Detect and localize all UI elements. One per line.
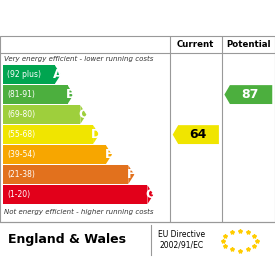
Bar [3,85,68,104]
Text: Very energy efficient - lower running costs: Very energy efficient - lower running co… [4,56,153,62]
Text: G: G [145,188,155,201]
Polygon shape [55,65,61,84]
Polygon shape [93,125,99,144]
Text: (1-20): (1-20) [7,190,31,199]
Text: (21-38): (21-38) [7,170,35,179]
Text: E: E [104,148,113,161]
Polygon shape [128,165,134,184]
Polygon shape [106,145,112,164]
Text: Energy Efficiency Rating: Energy Efficiency Rating [42,11,233,25]
Text: EU Directive
2002/91/EC: EU Directive 2002/91/EC [158,230,205,249]
Bar [3,185,147,204]
Text: Not energy efficient - higher running costs: Not energy efficient - higher running co… [4,209,154,215]
Text: Current: Current [177,40,214,49]
Text: (92 plus): (92 plus) [7,70,42,79]
Bar [3,145,106,164]
Bar [3,165,128,184]
Polygon shape [224,85,272,104]
Text: England & Wales: England & Wales [8,233,126,246]
Text: (39-54): (39-54) [7,150,36,159]
Polygon shape [147,185,153,204]
Polygon shape [173,125,219,144]
Text: (81-91): (81-91) [7,90,35,99]
Text: B: B [65,88,75,101]
Text: 64: 64 [189,128,206,141]
Text: C: C [79,108,88,121]
Text: (69-80): (69-80) [7,110,35,119]
Polygon shape [68,85,74,104]
Text: Potential: Potential [226,40,271,49]
Text: F: F [127,168,135,181]
Bar [3,125,93,144]
Text: A: A [53,68,62,81]
Bar [3,65,55,84]
Text: 87: 87 [241,88,259,101]
Bar [3,105,80,124]
Text: D: D [91,128,101,141]
Polygon shape [80,105,86,124]
Text: (55-68): (55-68) [7,130,35,139]
